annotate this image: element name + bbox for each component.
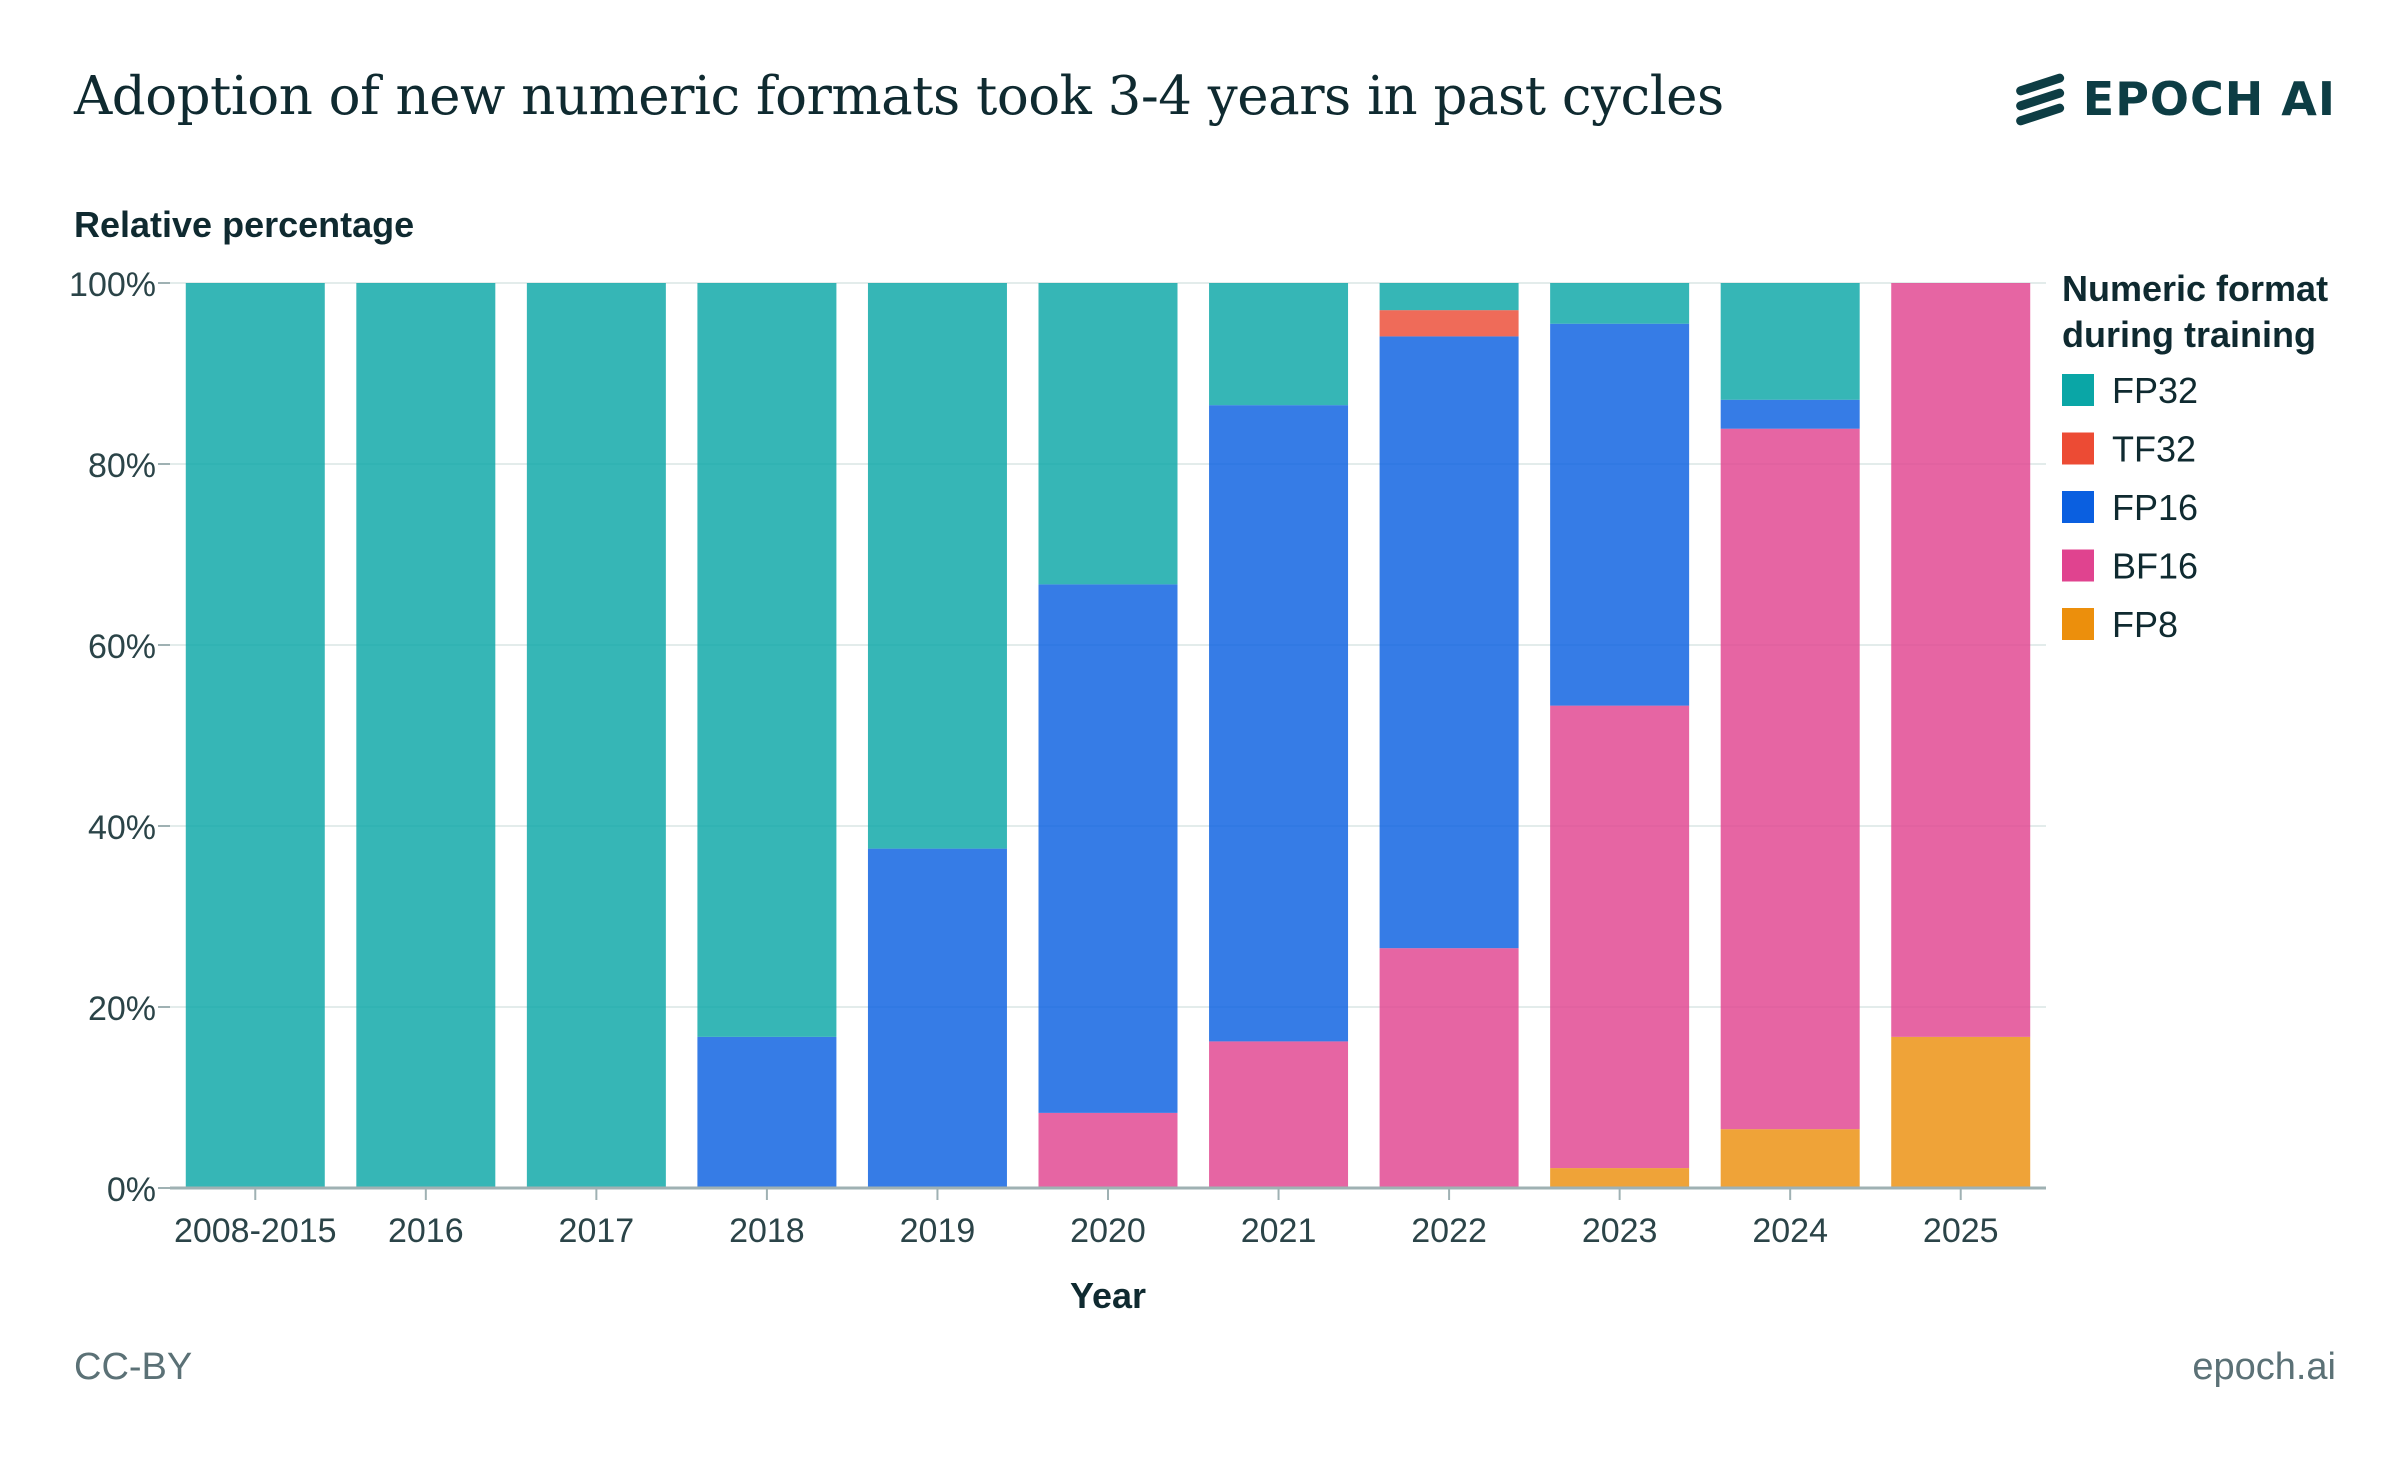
x-tick-label: 2016 [388, 1212, 464, 1250]
legend-label: BF16 [2112, 546, 2198, 587]
bar-segment-fp32 [1038, 283, 1178, 585]
bar-segment-fp32 [1720, 283, 1860, 400]
bar-segment-fp32 [185, 283, 325, 1188]
legend-swatch-fp32 [2062, 374, 2094, 406]
bar-segment-fp16 [1379, 336, 1519, 949]
x-tick-label: 2022 [1411, 1212, 1487, 1250]
bar-segment-fp32 [1379, 283, 1519, 311]
bar-segment-fp32 [1209, 283, 1349, 406]
y-tick-label: 60% [88, 628, 156, 666]
legend-title: during training [2062, 314, 2316, 355]
bar-segment-bf16 [1038, 1112, 1178, 1188]
y-tick-label: 20% [88, 990, 156, 1028]
bar-segment-fp16 [1209, 405, 1349, 1042]
chart-title: Adoption of new numeric formats took 3-4… [74, 66, 1724, 127]
bar-segment-fp8 [1550, 1168, 1690, 1188]
x-tick-label: 2017 [559, 1212, 635, 1250]
bar-segment-tf32 [1379, 310, 1519, 337]
x-tick-label: 2021 [1241, 1212, 1317, 1250]
legend-title: Numeric format [2062, 268, 2328, 309]
bar-segment-fp16 [697, 1036, 837, 1188]
x-tick-label: 2019 [900, 1212, 976, 1250]
bar-segment-bf16 [1720, 428, 1860, 1130]
y-tick-label: 0% [107, 1171, 156, 1209]
bar-segment-fp16 [1550, 323, 1690, 706]
bar-segment-bf16 [1550, 705, 1690, 1169]
bar-segment-fp32 [867, 283, 1007, 849]
x-tick-label: 2024 [1752, 1212, 1828, 1250]
legend-label: FP32 [2112, 370, 2198, 411]
epoch-logo-icon [2015, 73, 2064, 126]
legend-label: TF32 [2112, 429, 2196, 470]
bar-segment-fp8 [1891, 1036, 2031, 1188]
y-axis-title: Relative percentage [74, 204, 414, 245]
bar-segment-fp32 [1550, 283, 1690, 324]
bar-segment-fp32 [356, 283, 496, 1188]
legend-swatch-fp8 [2062, 608, 2094, 640]
bar-segment-bf16 [1209, 1041, 1349, 1188]
y-tick-label: 80% [88, 447, 156, 485]
x-tick-label: 2008-2015 [174, 1212, 337, 1250]
bar-segment-fp16 [867, 848, 1007, 1188]
bar-segment-fp32 [697, 283, 837, 1037]
x-tick-label: 2020 [1070, 1212, 1146, 1250]
y-tick-label: 40% [88, 809, 156, 847]
y-tick-label: 100% [69, 266, 156, 304]
legend-label: FP8 [2112, 604, 2178, 645]
epoch-ai-logo: EPOCH AI [2011, 66, 2336, 132]
legend-label: FP16 [2112, 487, 2198, 528]
brand-name: EPOCH AI [2082, 72, 2336, 126]
bar-segment-fp16 [1720, 399, 1860, 429]
legend-swatch-bf16 [2062, 549, 2094, 582]
bar-segment-bf16 [1379, 948, 1519, 1188]
bar-segment-fp8 [1720, 1129, 1860, 1188]
x-tick-label: 2018 [729, 1212, 805, 1250]
bar-segment-fp16 [1038, 584, 1178, 1113]
legend-swatch-tf32 [2062, 432, 2094, 465]
bar-segment-fp32 [526, 283, 666, 1188]
x-axis-title: Year [1070, 1275, 1146, 1316]
x-tick-label: 2023 [1582, 1212, 1658, 1250]
x-tick-label: 2025 [1923, 1212, 1999, 1250]
legend-swatch-fp16 [2062, 491, 2094, 523]
site-link[interactable]: epoch.ai [2192, 1346, 2336, 1388]
bar-segment-bf16 [1891, 283, 2031, 1037]
license-label: CC-BY [74, 1346, 193, 1388]
